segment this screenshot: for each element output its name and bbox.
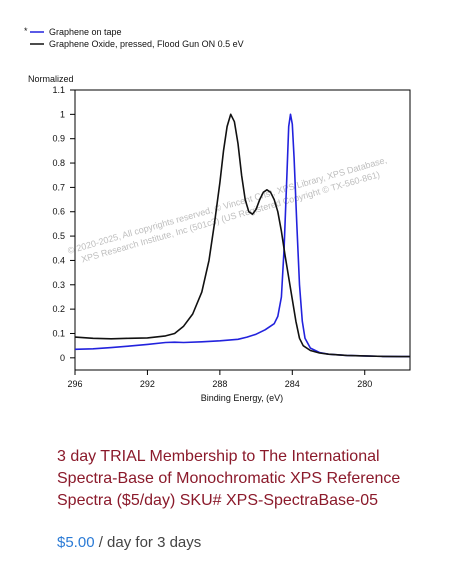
y-axis-label: Normalized <box>28 74 74 84</box>
xps-spectrum-chart: * Graphene on tape Graphene Oxide, press… <box>24 26 411 403</box>
price-period: / day for 3 days <box>94 534 202 551</box>
legend-label-graphene: Graphene on tape <box>49 27 122 37</box>
y-tick-label: 0.6 <box>52 207 65 217</box>
price-line: $5.00 / day for 3 days <box>57 534 201 551</box>
x-tick-label: 296 <box>67 379 82 389</box>
plot-frame <box>74 89 411 371</box>
chart-legend: * Graphene on tape Graphene Oxide, press… <box>24 26 244 49</box>
y-tick-label: 0.4 <box>52 255 65 265</box>
watermark-line-2: XPS Research Institute, Inc (501c3) (US … <box>80 169 381 264</box>
series-line-graphene-oxide <box>74 113 410 358</box>
y-axis-ticks: 0 0.1 0.2 0.3 0.4 0.5 0.6 0.7 0.8 0.9 1 1.1 <box>52 85 75 363</box>
product-title[interactable]: 3 day TRIAL Membership to The Internatio… <box>57 448 401 509</box>
series-layer <box>74 113 410 358</box>
copyright-watermark: © 2020-2025, All copyrights reserved, © … <box>66 155 388 265</box>
x-tick-label: 284 <box>285 379 300 389</box>
y-tick-label: 0.9 <box>52 134 65 144</box>
price-amount: $5.00 <box>57 534 95 551</box>
y-tick-label: 0.1 <box>52 328 65 338</box>
x-tick-label: 288 <box>212 379 227 389</box>
x-tick-label: 280 <box>357 379 372 389</box>
y-tick-label: 1 <box>60 109 65 119</box>
watermark-line-1: © 2020-2025, All copyrights reserved, © … <box>66 155 388 256</box>
y-tick-label: 0.2 <box>52 304 65 314</box>
y-tick-label: 0.5 <box>52 231 65 241</box>
x-axis-label: Binding Energy, (eV) <box>201 393 283 403</box>
y-tick-label: 0.3 <box>52 280 65 290</box>
y-tick-label: 0 <box>60 353 65 363</box>
legend-label-graphene-oxide: Graphene Oxide, pressed, Flood Gun ON 0.… <box>49 39 244 49</box>
legend-marker: * <box>24 26 28 36</box>
x-tick-label: 292 <box>140 379 155 389</box>
y-tick-label: 0.8 <box>52 158 65 168</box>
y-tick-label: 0.7 <box>52 182 65 192</box>
y-tick-label: 1.1 <box>52 85 65 95</box>
x-axis-ticks: 296 292 288 284 280 <box>67 370 372 389</box>
